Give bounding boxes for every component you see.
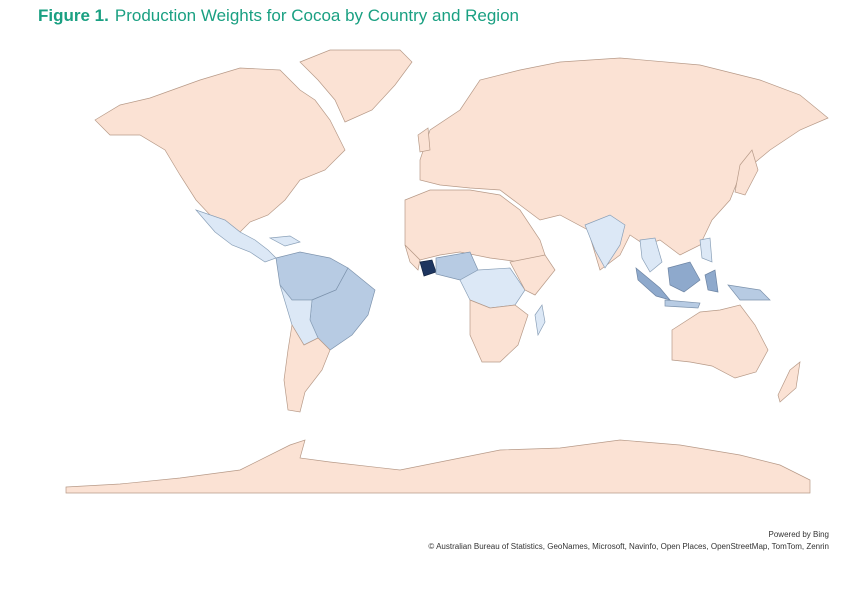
australia <box>671 304 769 379</box>
north-america <box>94 67 346 233</box>
madagascar <box>534 304 546 337</box>
indochina <box>639 237 663 273</box>
southern-cone <box>283 323 331 413</box>
southern-africa <box>469 299 529 363</box>
east-africa <box>509 254 556 296</box>
sumatra-borneo <box>635 267 671 301</box>
uk <box>417 127 431 153</box>
antarctica <box>65 439 811 494</box>
new-guinea <box>727 284 771 301</box>
java <box>664 299 701 309</box>
figure-title-text: Production Weights for Cocoa by Country … <box>114 6 519 25</box>
philippines <box>699 237 713 263</box>
new-zealand <box>777 361 801 403</box>
sulawesi <box>704 269 719 293</box>
figure-title: Figure 1. Production Weights for Cocoa by… <box>38 6 519 26</box>
borneo <box>667 261 701 293</box>
west-africa <box>404 244 421 271</box>
eurasia <box>419 57 829 271</box>
japan <box>734 149 759 196</box>
cote-divoire <box>419 259 437 277</box>
greenland <box>299 49 413 123</box>
powered-by: Powered by Bing <box>768 530 829 539</box>
copyright: © Australian Bureau of Statistics, GeoNa… <box>428 542 829 551</box>
caribbean <box>268 235 301 247</box>
india <box>584 214 626 269</box>
figure-label: Figure 1. <box>38 6 109 25</box>
